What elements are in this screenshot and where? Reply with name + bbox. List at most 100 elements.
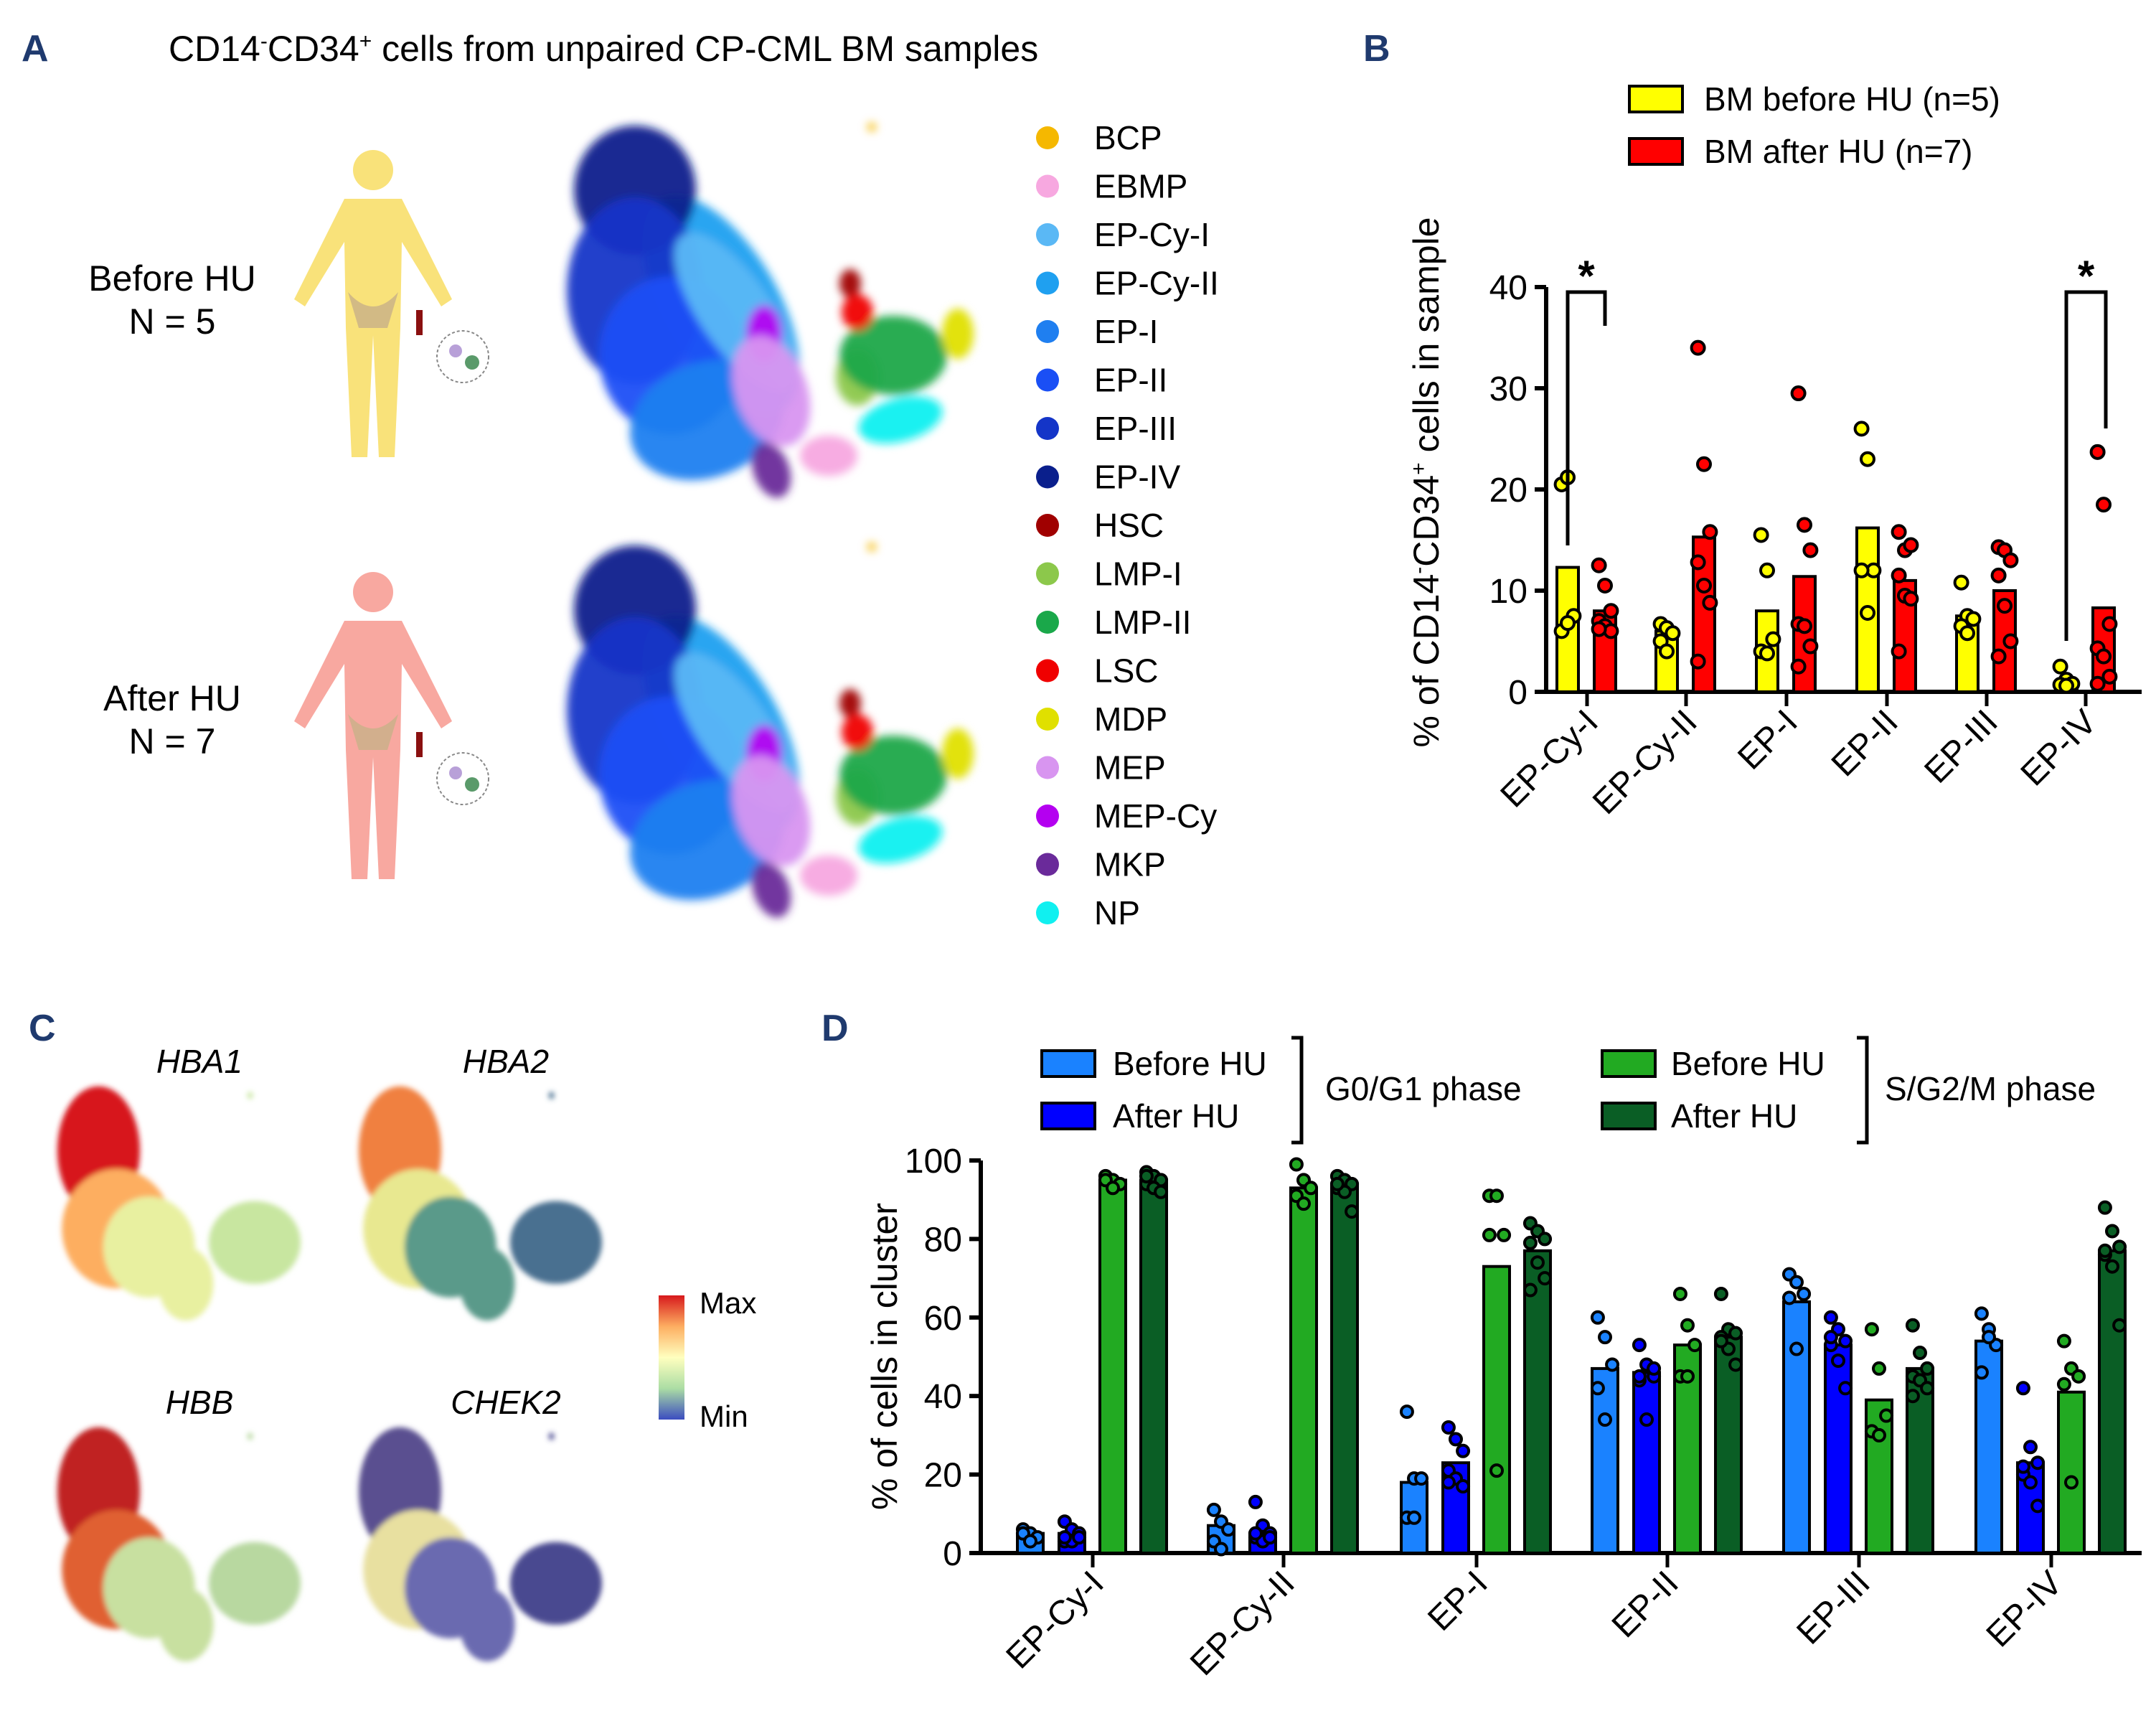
data-point <box>1903 591 1919 607</box>
legend-dot <box>1036 126 1059 149</box>
umap-cluster-mkp <box>751 442 791 498</box>
expression-umap <box>57 1086 301 1321</box>
x-tick-label: EP-I <box>1731 703 1804 777</box>
data-point <box>1057 1530 1072 1545</box>
legend-dot <box>1036 562 1059 586</box>
legend-swatch <box>1628 137 1684 166</box>
data-point <box>1647 1361 1662 1376</box>
umap-cluster-lsc <box>842 714 873 750</box>
legend-item: EP-IV <box>1036 459 1180 496</box>
data-point <box>1248 1494 1263 1509</box>
data-point <box>2096 648 2112 665</box>
legend-label: LMP-I <box>1094 555 1182 593</box>
gene-label: HBA2 <box>463 1043 549 1080</box>
data-point <box>2071 1369 2086 1384</box>
data-point <box>1860 451 1875 467</box>
data-point <box>1965 611 1982 627</box>
data-point <box>1329 1176 1345 1191</box>
data-point <box>1713 1333 1728 1349</box>
panel-a-title: CD14-CD34+ cells from unpaired CP-CML BM… <box>169 29 1038 69</box>
legend-bracket <box>1291 1036 1304 1145</box>
legend-dot <box>1036 901 1059 924</box>
umap-region <box>247 1432 253 1440</box>
cell-sample-icon <box>436 752 489 805</box>
data-point <box>1903 537 1919 553</box>
legend-label: MEP-Cy <box>1094 797 1217 835</box>
data-point <box>1456 1479 1471 1494</box>
data-point <box>1672 1286 1687 1301</box>
data-point <box>1802 542 1819 558</box>
data-point <box>1590 1310 1605 1325</box>
umap-cluster-mkp <box>751 862 791 918</box>
data-point <box>1913 1346 1927 1361</box>
pelvis <box>348 292 398 328</box>
data-point <box>1891 524 1907 540</box>
y-tick-label: 10 <box>1489 573 1527 611</box>
legend-item: EP-Cy-I <box>1036 216 1210 253</box>
data-point <box>1713 1286 1728 1301</box>
data-point <box>1456 1443 1471 1458</box>
data-point <box>1728 1326 1743 1341</box>
data-point <box>1560 615 1576 632</box>
human-figure-icon <box>294 150 489 457</box>
human-figure-icon <box>294 572 489 879</box>
group-label-after: After HU <box>103 678 241 718</box>
x-tick-label: EP-Cy-II <box>1183 1564 1302 1683</box>
umap-cluster-mdp <box>942 309 974 359</box>
y-tick-label: 40 <box>1489 269 1527 307</box>
data-point <box>2052 658 2068 675</box>
data-point <box>2030 1455 2046 1471</box>
cell <box>449 766 462 779</box>
data-point <box>1690 339 1706 356</box>
umap-cluster-lsc <box>842 294 873 330</box>
head <box>353 150 393 190</box>
data-point <box>1790 658 1807 675</box>
y-tick-label: 30 <box>1489 370 1527 408</box>
umap-cluster-bcp <box>867 123 876 131</box>
umap-cluster-bcp <box>867 543 876 551</box>
cell <box>449 344 462 357</box>
legend-label: BM before HU (n=5) <box>1704 80 2000 118</box>
data-point <box>2096 497 2112 513</box>
legend-phase-label: S/G2/M phase <box>1885 1070 2096 1107</box>
legend-dot <box>1036 805 1059 827</box>
data-point <box>1680 1369 1695 1384</box>
y-tick-label: 80 <box>924 1221 962 1259</box>
data-point <box>1597 577 1613 594</box>
legend-item: EP-III <box>1036 410 1177 447</box>
colorbar-max-label: Max <box>700 1286 756 1320</box>
legend-item: HSC <box>1036 507 1164 544</box>
data-point <box>1632 1338 1647 1353</box>
data-point <box>1781 1290 1797 1305</box>
legend-label: EBMP <box>1094 168 1187 205</box>
data-point <box>1789 1341 1804 1356</box>
umap-cluster-mdp <box>942 728 974 779</box>
significance-star: * <box>1578 252 1595 300</box>
bar <box>2098 1249 2127 1555</box>
blood-tube-icon <box>416 310 423 335</box>
cell <box>465 355 479 370</box>
legend-label: EP-III <box>1094 410 1177 447</box>
legend-label: NP <box>1094 894 1140 932</box>
legend-label: MKP <box>1094 846 1166 883</box>
y-tick-label: 100 <box>905 1143 962 1181</box>
x-tick-label: EP-II <box>1605 1564 1686 1645</box>
data-point <box>2023 1475 2038 1490</box>
significance-bracket <box>2064 290 2108 641</box>
y-tick-label: 60 <box>924 1300 962 1338</box>
panel-label-b: B <box>1363 28 1390 70</box>
x-tick-label: EP-Cy-II <box>1586 703 1705 822</box>
legend-label: MDP <box>1094 700 1167 738</box>
bar <box>1792 575 1817 694</box>
data-point <box>1522 1235 1538 1250</box>
umap-region <box>158 1247 214 1321</box>
legend-item: MDP <box>1036 700 1167 738</box>
legend-label: MEP <box>1094 749 1166 787</box>
bar <box>1714 1336 1743 1555</box>
panel-label-a: A <box>22 28 49 70</box>
umap-region <box>247 1092 253 1099</box>
data-point <box>1687 1338 1703 1353</box>
data-point <box>1690 653 1706 670</box>
expression-umap <box>358 1427 602 1661</box>
data-point <box>1591 621 1607 637</box>
